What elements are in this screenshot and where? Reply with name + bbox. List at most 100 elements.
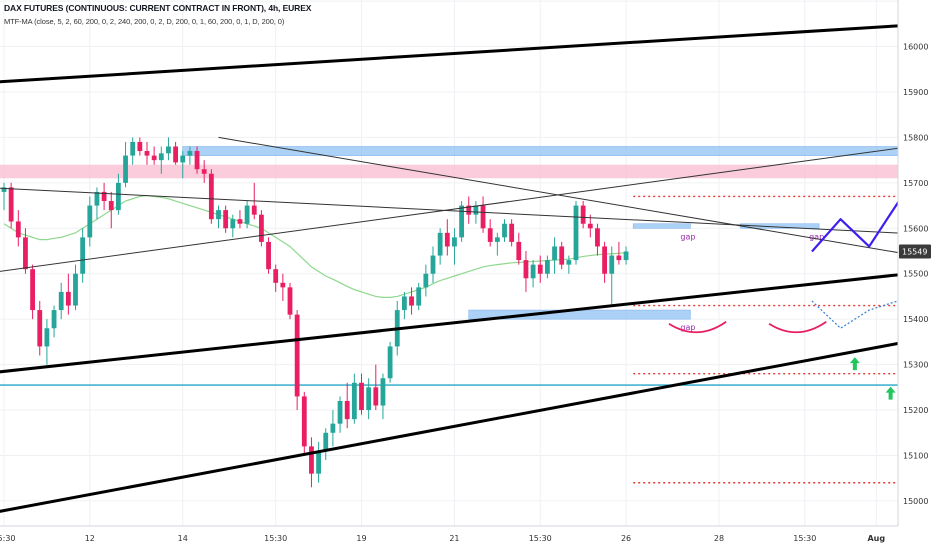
y-tick-label: 15600 bbox=[903, 224, 928, 233]
candle-body bbox=[617, 256, 622, 261]
candle-body bbox=[459, 206, 464, 238]
candle-body bbox=[295, 315, 300, 397]
candle-body bbox=[545, 260, 550, 274]
candle-body bbox=[159, 153, 164, 160]
candle-body bbox=[538, 265, 543, 274]
x-tick-label: Aug bbox=[867, 534, 885, 543]
candle-body bbox=[245, 206, 250, 224]
candle-body bbox=[359, 383, 364, 410]
candle-body bbox=[481, 206, 486, 229]
candle-body bbox=[166, 146, 171, 153]
candle-body bbox=[152, 156, 157, 161]
candle-body bbox=[474, 206, 479, 215]
candle-body bbox=[145, 151, 150, 156]
candle-body bbox=[602, 246, 607, 273]
candle-body bbox=[531, 265, 536, 279]
arrow-up-icon bbox=[886, 387, 896, 400]
candle-body bbox=[259, 215, 264, 242]
x-tick-label: 26 bbox=[621, 534, 631, 543]
candle-body bbox=[173, 146, 178, 162]
candle-body bbox=[123, 156, 128, 183]
candle-body bbox=[574, 206, 579, 261]
price-zone bbox=[0, 165, 932, 179]
arrow-up-icon bbox=[850, 357, 860, 370]
gap-label: gap bbox=[680, 232, 695, 241]
candle-body bbox=[416, 287, 421, 305]
annotations bbox=[669, 0, 932, 399]
candle-body bbox=[9, 187, 14, 221]
candle-body bbox=[509, 224, 514, 242]
y-tick-label: 15700 bbox=[903, 179, 928, 188]
trendlines bbox=[0, 15, 932, 515]
price-badge-label: 15549 bbox=[902, 247, 927, 256]
smile-curve bbox=[669, 322, 726, 333]
candle-body bbox=[331, 424, 336, 433]
candle-body bbox=[137, 142, 142, 151]
candle-body bbox=[52, 310, 57, 328]
candle-body bbox=[109, 201, 114, 210]
candle-body bbox=[595, 228, 600, 246]
smile-curve bbox=[769, 322, 826, 333]
price-zone bbox=[633, 224, 690, 229]
candle-body bbox=[130, 142, 135, 156]
candle-body bbox=[280, 283, 285, 288]
candle-body bbox=[16, 221, 21, 237]
candle-body bbox=[431, 256, 436, 274]
trendline-bold bbox=[0, 310, 932, 514]
y-tick-label: 15200 bbox=[903, 406, 928, 415]
candle-body bbox=[609, 256, 614, 274]
candle-body bbox=[552, 246, 557, 260]
candle-body bbox=[588, 224, 593, 229]
candle-body bbox=[266, 242, 271, 269]
candle-body bbox=[309, 446, 314, 473]
y-tick-label: 15300 bbox=[903, 361, 928, 370]
x-tick-label: 15:30 bbox=[793, 534, 816, 543]
candle-body bbox=[345, 401, 350, 419]
candle-body bbox=[273, 269, 278, 283]
candle-body bbox=[302, 396, 307, 446]
candle-body bbox=[209, 174, 214, 219]
candle-body bbox=[488, 228, 493, 242]
candle-body bbox=[195, 151, 200, 169]
x-tick-label: 14 bbox=[178, 534, 188, 543]
candle-body bbox=[73, 274, 78, 306]
candle-body bbox=[80, 237, 85, 273]
candle-body bbox=[409, 296, 414, 305]
candle-body bbox=[202, 169, 207, 174]
candle-body bbox=[366, 387, 371, 410]
candle-body bbox=[502, 224, 507, 238]
candle-body bbox=[438, 233, 443, 256]
candle-body bbox=[445, 233, 450, 247]
candle-body bbox=[624, 251, 629, 260]
price-zone bbox=[183, 146, 932, 155]
candle-body bbox=[23, 237, 28, 269]
y-tick-label: 15800 bbox=[903, 133, 928, 142]
candle-body bbox=[316, 451, 321, 474]
chart-title: DAX FUTURES (CONTINUOUS: CURRENT CONTRAC… bbox=[4, 3, 311, 13]
candle-body bbox=[388, 346, 393, 378]
candle-body bbox=[95, 192, 100, 206]
trendline-thin bbox=[0, 187, 932, 242]
candle-body bbox=[223, 210, 228, 228]
x-tick-label: 15:30 bbox=[0, 534, 16, 543]
indicator-label: MTF-MA (close, 5, 2, 60, 200, 0, 2, 240,… bbox=[4, 17, 284, 26]
candle-body bbox=[423, 274, 428, 288]
time-axis-bg bbox=[0, 526, 932, 550]
x-tick-label: 19 bbox=[356, 534, 366, 543]
candle-body bbox=[252, 206, 257, 215]
candle-body bbox=[45, 328, 50, 346]
candle-body bbox=[238, 219, 243, 224]
candle-body bbox=[495, 237, 500, 242]
candle-body bbox=[452, 237, 457, 246]
candle-body bbox=[216, 210, 221, 219]
x-tick-label: 15:30 bbox=[264, 534, 287, 543]
candle-body bbox=[288, 287, 293, 314]
x-tick-label: 21 bbox=[449, 534, 459, 543]
y-tick-label: 15500 bbox=[903, 270, 928, 279]
y-tick-label: 15900 bbox=[903, 88, 928, 97]
x-tick-label: 12 bbox=[85, 534, 95, 543]
candle-body bbox=[30, 269, 35, 310]
